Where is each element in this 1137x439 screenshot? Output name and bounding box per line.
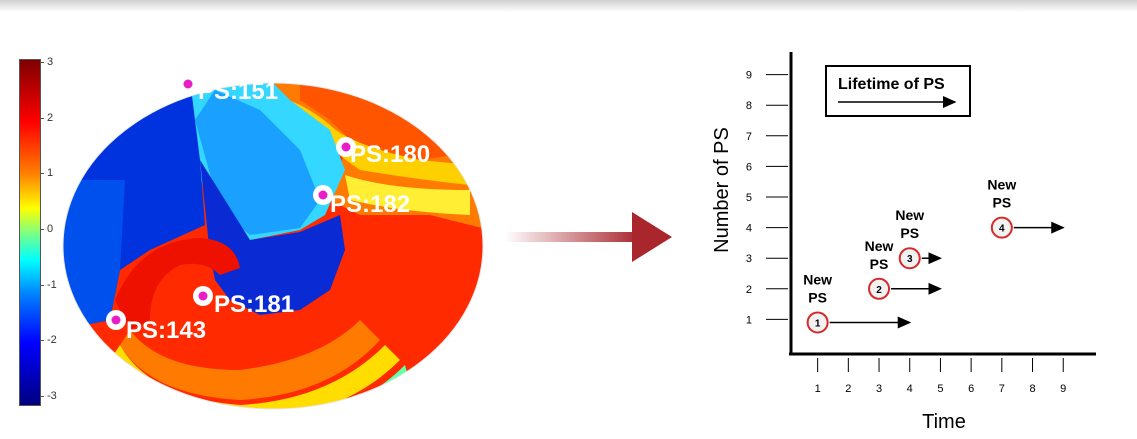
phase-map: PS:151 PS:180 PS:182 PS:181 PS:143 — [62, 74, 484, 410]
ps-marker-181: PS:181 — [193, 286, 294, 318]
y-tick-label: 9 — [746, 70, 752, 82]
colorbar-tick-label: 0 — [47, 223, 54, 235]
transition-arrow — [505, 212, 672, 262]
ps-number: 3 — [907, 254, 913, 265]
legend-label: Lifetime of PS — [838, 76, 945, 93]
colorbar-tick-label: 3 — [47, 56, 54, 68]
y-tick-label: 3 — [746, 253, 752, 265]
x-tick-label: 5 — [937, 383, 943, 395]
ps-point-1: 1 New PS — [803, 271, 912, 334]
y-tick-label: 1 — [746, 314, 752, 326]
ps-label-151: PS:151 — [198, 78, 278, 105]
ps-label-182: PS:182 — [330, 191, 410, 218]
y-tick-label: 2 — [746, 284, 752, 296]
x-ticks: 1 2 3 4 5 6 7 8 9 — [815, 358, 1066, 395]
ps-point-2: 2 New PS — [865, 238, 942, 300]
ps-marker-182: PS:182 — [313, 185, 410, 218]
new-ps-label-line1: New — [895, 207, 924, 223]
x-tick-label: 1 — [815, 383, 821, 395]
ps-points: 1 New PS 2 New PS 3 New PS 4 New PS — [803, 177, 1065, 334]
ps-number: 4 — [999, 224, 1005, 235]
x-tick-label: 6 — [968, 383, 974, 395]
top-divider — [0, 0, 1137, 12]
ps-number: 2 — [876, 285, 882, 296]
colorbar-tick-label: -3 — [47, 390, 57, 402]
ps-marker-151: PS:151 — [178, 74, 278, 105]
y-axis-label: Number of PS — [711, 127, 733, 253]
colorbar-tick — [40, 62, 44, 63]
y-tick-label: 8 — [746, 100, 752, 112]
x-tick-label: 9 — [1060, 383, 1066, 395]
new-ps-label-line2: PS — [870, 256, 889, 272]
lifetime-legend: Lifetime of PS — [825, 65, 971, 117]
y-tick-label: 4 — [746, 223, 752, 235]
y-tick-label: 6 — [746, 161, 752, 173]
colorbar-tick — [40, 117, 44, 119]
y-tick-label: 7 — [746, 131, 752, 143]
new-ps-label-line1: New — [803, 271, 832, 287]
x-tick-label: 8 — [1029, 383, 1035, 395]
colorbar-tick — [40, 229, 44, 230]
ps-circle — [898, 247, 921, 270]
x-tick-label: 3 — [876, 383, 882, 395]
x-axis-label: Time — [922, 411, 966, 433]
ps-lifetime-chart: 1 2 3 4 5 6 7 8 9 1 2 3 4 5 6 7 8 9 Number of PS Time Li… — [711, 52, 1096, 433]
new-ps-label-line2: PS — [900, 225, 919, 241]
ps-point-3: 3 New PS — [895, 207, 942, 270]
ps-point-4: 4 New PS — [987, 177, 1065, 239]
colorbar-tick-label: -2 — [47, 334, 57, 347]
new-ps-label-line2: PS — [808, 289, 827, 305]
x-tick-label: 2 — [845, 383, 851, 395]
ps-circle — [806, 311, 829, 334]
colorbar-tick — [40, 396, 44, 397]
ps-label-180: PS:180 — [350, 141, 430, 168]
x-tick-label: 4 — [907, 383, 913, 395]
new-ps-label-line1: New — [865, 238, 894, 254]
colorbar-tick — [40, 340, 44, 342]
colorbar-tick — [40, 173, 44, 175]
ps-label-143: PS:143 — [126, 317, 206, 344]
ps-label-181: PS:181 — [214, 291, 294, 318]
ps-circle — [868, 277, 891, 300]
new-ps-label-line1: New — [987, 177, 1016, 193]
ps-circle — [990, 216, 1013, 239]
colorbar-tick-label: 2 — [47, 111, 54, 124]
y-tick-label: 5 — [746, 192, 752, 204]
new-ps-label-line2: PS — [992, 195, 1011, 211]
colorbar-tick — [40, 284, 44, 286]
colorbar-tick-label: -1 — [47, 278, 57, 291]
ps-marker-143: PS:143 — [106, 310, 206, 344]
colorbar-tick-label: 1 — [47, 167, 54, 180]
y-ticks: 1 2 3 4 5 6 7 8 9 — [746, 70, 788, 326]
phase-colorbar — [19, 59, 41, 406]
ps-marker-180: PS:180 — [336, 137, 430, 168]
ps-number: 1 — [815, 318, 821, 329]
x-tick-label: 7 — [999, 383, 1005, 395]
